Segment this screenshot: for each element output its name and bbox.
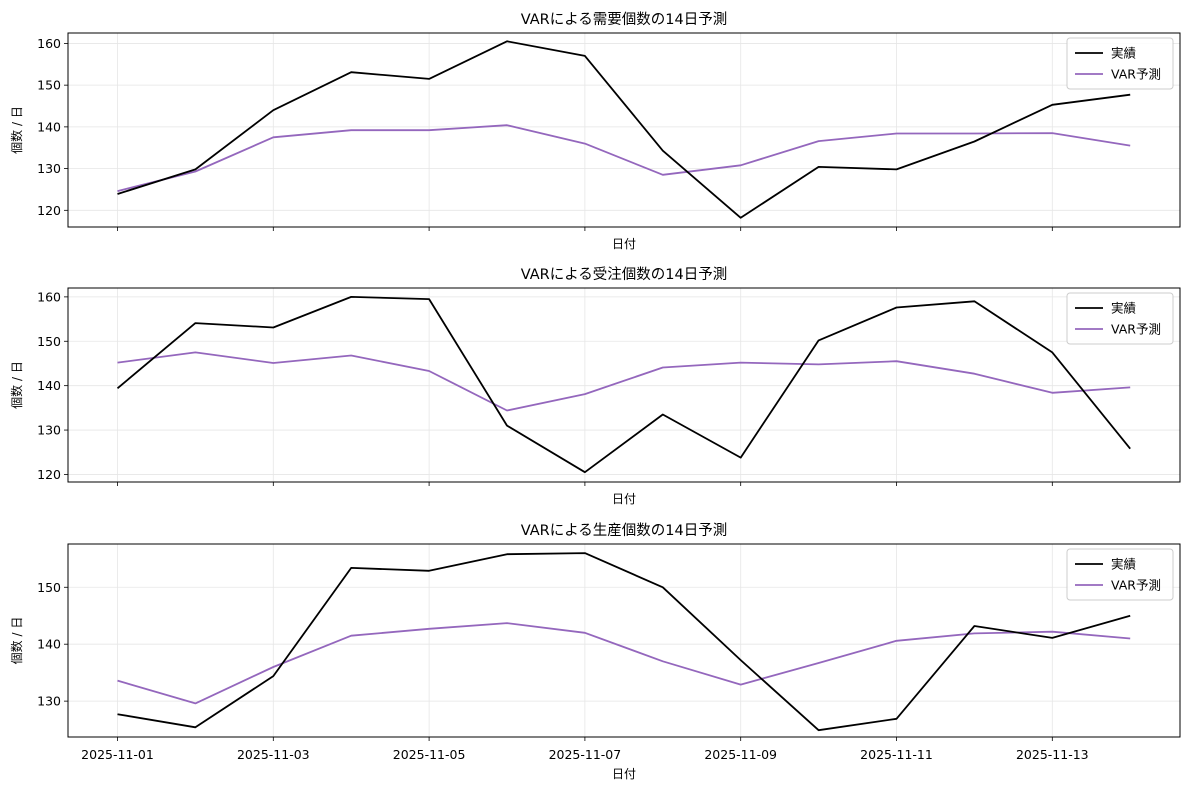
y-tick-label: 120 — [37, 467, 61, 482]
x-tick-label: 2025-11-05 — [393, 747, 466, 762]
legend-label: 実績 — [1111, 46, 1136, 61]
chart-title: VARによる需要個数の14日予測 — [521, 11, 728, 28]
legend: 実績 VAR予測 — [1066, 292, 1174, 345]
legend-box — [1066, 37, 1174, 90]
chart-panel-1: 120 130 140 150 160 日付 個数 / 日 VARによる需要個数の14日予測実… — [9, 11, 1181, 251]
y-tick-label: 140 — [37, 637, 61, 652]
y-tick-label: 160 — [37, 289, 61, 304]
chart-panel-3: 130 140 150 2025-11-01 2025-11-03 2025-11-05 2… — [9, 522, 1181, 781]
legend-label: VAR予測 — [1111, 322, 1161, 337]
chart-panel-2: 120 130 140 150 160 日付 個数 / 日 VARによる受注個数の14日予測実… — [9, 266, 1181, 506]
series-line-actual — [117, 40, 1131, 219]
y-axis-label: 個数 / 日 — [9, 617, 24, 665]
legend-label: 実績 — [1111, 557, 1136, 572]
legend: 実績 VAR予測 — [1066, 548, 1174, 601]
x-tick-label: 2025-11-09 — [704, 747, 777, 762]
legend-box — [1066, 292, 1174, 345]
chart-title: VARによる生産個数の14日予測 — [521, 522, 728, 539]
series-line-forecast — [117, 124, 1131, 192]
legend-label: VAR予測 — [1111, 578, 1161, 593]
legend-label: VAR予測 — [1111, 67, 1161, 82]
y-tick-label: 150 — [37, 78, 61, 93]
plot-area — [67, 543, 1181, 738]
y-tick-label: 120 — [37, 203, 61, 218]
x-tick-label: 2025-11-13 — [1016, 747, 1089, 762]
series-line-actual — [117, 552, 1131, 732]
y-tick-label: 160 — [37, 36, 61, 51]
legend: 実績 VAR予測 — [1066, 37, 1174, 90]
x-axis-label: 日付 — [612, 767, 636, 781]
x-tick-label: 2025-11-07 — [549, 747, 622, 762]
y-axis-label: 個数 / 日 — [9, 361, 24, 409]
y-tick-label: 140 — [37, 119, 61, 134]
x-tick-label: 2025-11-03 — [237, 747, 310, 762]
x-tick-label: 2025-11-01 — [81, 747, 154, 762]
y-tick-label: 130 — [37, 423, 61, 438]
y-tick-label: 130 — [37, 694, 61, 709]
y-axis-label: 個数 / 日 — [9, 106, 24, 154]
series-line-actual — [116, 295, 1131, 474]
chart-title: VARによる受注個数の14日予測 — [521, 266, 728, 283]
y-tick-label: 140 — [37, 378, 61, 393]
plot-area — [67, 287, 1181, 483]
x-tick-label: 2025-11-11 — [860, 747, 933, 762]
series-line-forecast — [117, 351, 1131, 412]
series-line-forecast — [117, 622, 1131, 705]
legend-label: 実績 — [1111, 301, 1136, 316]
legend-box — [1066, 548, 1174, 601]
y-tick-label: 150 — [37, 580, 61, 595]
x-axis-label: 日付 — [612, 492, 636, 506]
plot-area — [67, 32, 1181, 228]
y-tick-label: 150 — [37, 334, 61, 349]
x-axis-label: 日付 — [612, 237, 636, 251]
y-tick-label: 130 — [37, 161, 61, 176]
